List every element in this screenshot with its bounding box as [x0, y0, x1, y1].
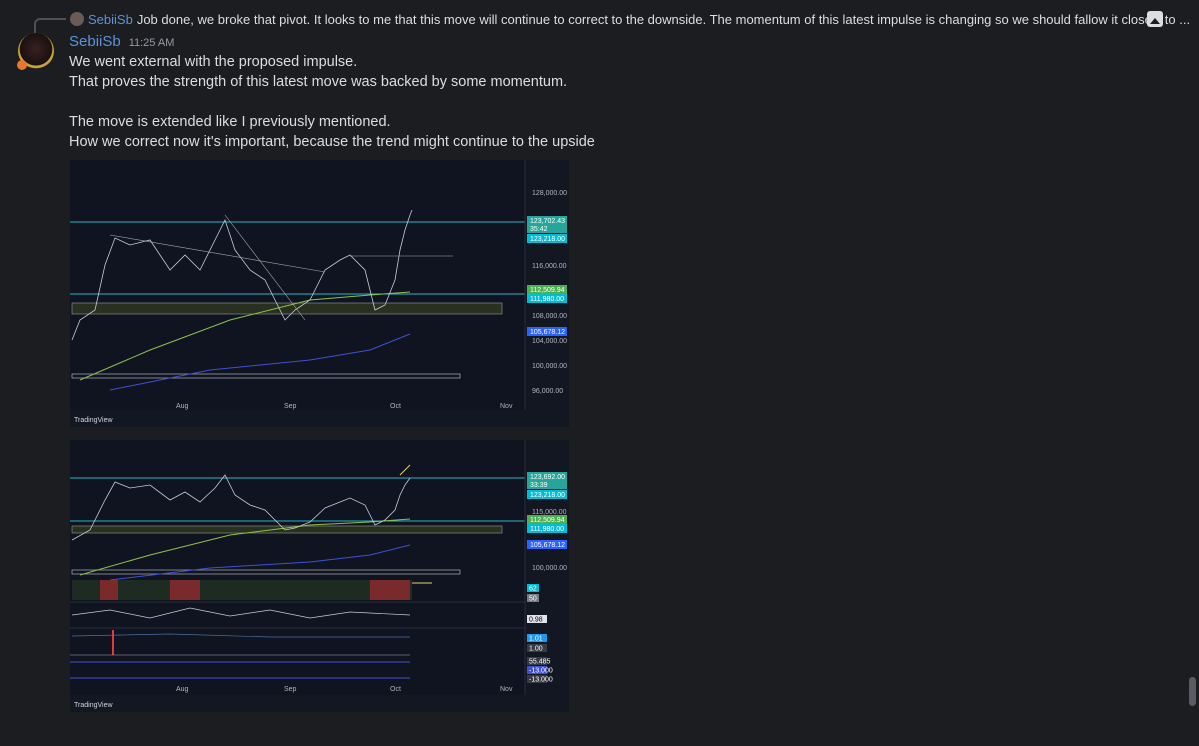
indicator-label-text: 50: [529, 596, 537, 603]
reply-text[interactable]: Job done, we broke that pivot. It looks …: [136, 11, 1191, 27]
price-label-text: 123,702.43: [530, 218, 565, 225]
author-name[interactable]: SebiiSb: [69, 33, 121, 50]
price-tick: 96,000.00: [532, 388, 563, 395]
price-tick: 115,000.00: [532, 509, 567, 516]
message-line: That proves the strength of this latest …: [69, 74, 568, 90]
price-label: [527, 216, 567, 233]
indicator-panel-rsi: [72, 580, 412, 600]
chart-attachment-1[interactable]: 128,000.00 116,000.00 108,000.00 104,000.00…: [70, 160, 569, 427]
indicator-label-text: 55.485: [529, 659, 551, 666]
indicator-label: [527, 644, 547, 652]
timestamp: 11:25 AM: [128, 37, 175, 49]
scrollbar[interactable]: [1189, 677, 1196, 706]
ma-blue-line: [109, 333, 411, 391]
price-label: [527, 294, 567, 303]
reply-author[interactable]: SebiiSb: [88, 11, 133, 27]
price-tick: 116,000.00: [532, 263, 567, 270]
tradingview-watermark: TradingView: [74, 702, 113, 709]
message-line: The move is extended like I previously m…: [69, 114, 391, 130]
arrow-annotation: [399, 464, 411, 476]
indicator-label: [527, 657, 547, 665]
countdown-text: 35:42: [530, 226, 548, 233]
reply-avatar[interactable]: [70, 12, 84, 26]
price-label: [527, 327, 567, 336]
indicator-label: [527, 584, 539, 592]
chart-attachment-2[interactable]: 115,000.00 100,000.00 123,692.00 33:39 123,…: [70, 440, 569, 712]
x-tick: Aug: [176, 686, 189, 693]
price-label: [527, 285, 567, 294]
indicator-label-text: 0.98: [529, 617, 543, 624]
price-label: [527, 472, 567, 489]
indicator-line: [71, 633, 410, 638]
message-line: [69, 92, 595, 112]
ma-green-line: [79, 518, 411, 576]
price-label-text: 105,678.12: [530, 329, 565, 336]
indicator-label-text: 1.00: [529, 646, 543, 653]
x-tick: Sep: [284, 403, 297, 410]
indicator-label: [527, 675, 547, 683]
price-label: [527, 524, 567, 533]
ma-green-line: [79, 291, 411, 381]
indicator-label: [527, 615, 547, 623]
avatar-badge-icon: [17, 60, 27, 70]
price-label: [527, 490, 567, 499]
indicator-label: [527, 666, 547, 674]
price-tick: 108,000.00: [532, 313, 567, 320]
reply-connector: [34, 18, 66, 34]
indicator-label: [527, 634, 547, 642]
price-label-text: 105,678.12: [530, 542, 565, 549]
price-tick: 100,000.00: [532, 363, 567, 370]
reply-preview[interactable]: SebiiSb Job done, we broke that pivot. I…: [70, 10, 1190, 28]
price-label: [527, 515, 567, 524]
message-content: We went external with the proposed impul…: [69, 52, 595, 152]
message-line: We went external with the proposed impul…: [69, 54, 358, 70]
indicator-label-text: -13.000: [529, 677, 553, 684]
ma-blue-line: [109, 544, 411, 581]
image-icon: [1147, 11, 1163, 27]
indicator-label: [527, 594, 539, 602]
indicator-label-text: 1.01: [529, 636, 543, 643]
price-label-text: 111,980.00: [530, 526, 564, 533]
indicator-label-text: 62: [529, 586, 537, 593]
price-label-text: 123,692.00: [530, 474, 565, 481]
x-tick: Sep: [284, 686, 297, 693]
x-tick: Nov: [500, 403, 513, 410]
price-label-text: 112,509.94: [530, 517, 565, 524]
price-label: [527, 234, 567, 243]
price-line: [71, 474, 411, 541]
price-line: [71, 209, 413, 341]
price-label-text: 111,980.00: [530, 296, 564, 303]
price-label-text: 123,218.00: [530, 492, 565, 499]
countdown-text: 33:39: [530, 482, 548, 489]
price-tick: 100,000.00: [532, 565, 567, 572]
message-header: SebiiSb 11:25 AM: [69, 33, 174, 50]
price-tick: 128,000.00: [532, 190, 567, 197]
chart-image-1: 128,000.00 116,000.00 108,000.00 104,000.00…: [70, 160, 567, 424]
price-label-text: 112,509.94: [530, 287, 565, 294]
x-tick: Nov: [500, 686, 513, 693]
price-label: [527, 540, 567, 549]
price-tick: 104,000.00: [532, 338, 567, 345]
indicator-line: [71, 607, 411, 619]
price-label-text: 123,218.00: [530, 236, 565, 243]
tradingview-watermark: TradingView: [74, 417, 113, 424]
x-tick: Oct: [390, 403, 401, 410]
indicator-label-text: -13.000: [529, 668, 553, 675]
x-tick: Aug: [176, 403, 189, 410]
x-tick: Oct: [390, 686, 401, 693]
message-line: How we correct now it's important, becau…: [69, 134, 595, 150]
